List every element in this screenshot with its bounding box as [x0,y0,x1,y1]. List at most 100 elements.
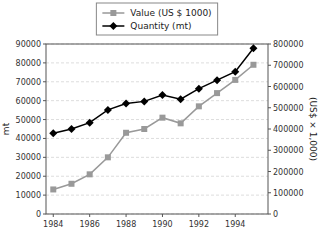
grid [46,44,268,214]
marker [140,97,148,105]
marker [196,103,202,109]
marker [68,181,74,187]
grid-line [46,157,268,158]
marker [123,130,129,136]
marker [122,100,130,108]
tick [198,214,199,217]
line [53,65,253,190]
tick-label: 80000 [16,59,41,68]
plot-frame [46,44,268,214]
tick-label: 20000 [16,172,41,181]
marker [214,90,220,96]
marker [105,154,111,160]
marker [50,186,56,192]
grid-line [46,100,268,101]
y2-axis-label: (US$ × 1,000) [308,97,318,161]
tick-label: 1988 [116,220,136,229]
legend-box [96,3,217,35]
legend-label: Value (US $ 1000) [130,8,211,18]
tick-label: 70000 [16,78,41,87]
tick [53,214,54,217]
series [50,62,256,193]
marker [104,106,112,114]
marker [177,95,185,103]
marker [86,119,94,127]
tick [268,171,271,172]
tick-label: 1990 [152,220,172,229]
grid-line [46,119,268,120]
legend-item: Quantity (mt) [102,21,191,31]
tick-label: 50000 [16,116,41,125]
tick [43,44,46,45]
tick [268,192,271,193]
axes: 0 10000 20000 30000 40000 50000 60000 70000 8000… [16,40,304,229]
tick-label: 90000 [16,40,41,49]
tick [235,214,236,217]
marker [87,171,93,177]
tick [126,214,127,217]
tick [43,214,46,215]
legend-marker [109,22,117,30]
grid-line [46,176,268,177]
tick [162,214,163,217]
tick-label: 1992 [189,220,209,229]
tick-label: 700000 [273,61,304,70]
marker [195,85,203,93]
tick-label: 30000 [16,153,41,162]
line [53,48,253,133]
marker [49,129,57,137]
tick-label: 0 [36,210,41,219]
marker [178,120,184,126]
tick [43,195,46,196]
legend-label: Quantity (mt) [130,21,191,31]
tick [43,176,46,177]
series-group [49,44,257,192]
tick [268,44,271,45]
series [49,44,257,137]
marker [250,62,256,68]
y-axis-label: mt [1,122,11,135]
marker [213,76,221,84]
tick-label: 800000 [273,40,304,49]
tick-label: 400000 [273,125,304,134]
tick [268,150,271,151]
marker [67,125,75,133]
legend-item: Value (US $ 1000) [102,8,211,18]
tick [268,129,271,130]
tick [43,157,46,158]
grid-line [46,195,268,196]
tick-label: 300000 [273,146,304,155]
marker [231,68,239,76]
tick-label: 100000 [273,189,304,198]
tick-label: 0 [273,210,278,219]
marker [232,77,238,83]
grid-line [46,62,268,63]
marker [249,44,257,52]
tick-label: 1984 [43,220,63,229]
tick-label: 1986 [79,220,99,229]
grid-line [46,138,268,139]
tick-label: 500000 [273,104,304,113]
tick-label: 1994 [225,220,245,229]
tick [43,119,46,120]
tick-label: 200000 [273,168,304,177]
tick [43,100,46,101]
tick-label: 10000 [16,191,41,200]
tick [268,107,271,108]
tick [43,62,46,63]
marker [158,91,166,99]
marker [141,126,147,132]
tick-label: 600000 [273,83,304,92]
legend: Value (US $ 1000) Quantity (mt) [96,3,217,35]
tick [43,81,46,82]
tick [268,214,271,215]
legend-marker [110,10,116,16]
tick [268,86,271,87]
tick-label: 40000 [16,134,41,143]
tick [43,138,46,139]
chart: 0 10000 20000 30000 40000 50000 60000 70000 8000… [0,0,318,238]
tick [89,214,90,217]
marker [159,115,165,121]
tick [268,65,271,66]
tick-label: 60000 [16,97,41,106]
